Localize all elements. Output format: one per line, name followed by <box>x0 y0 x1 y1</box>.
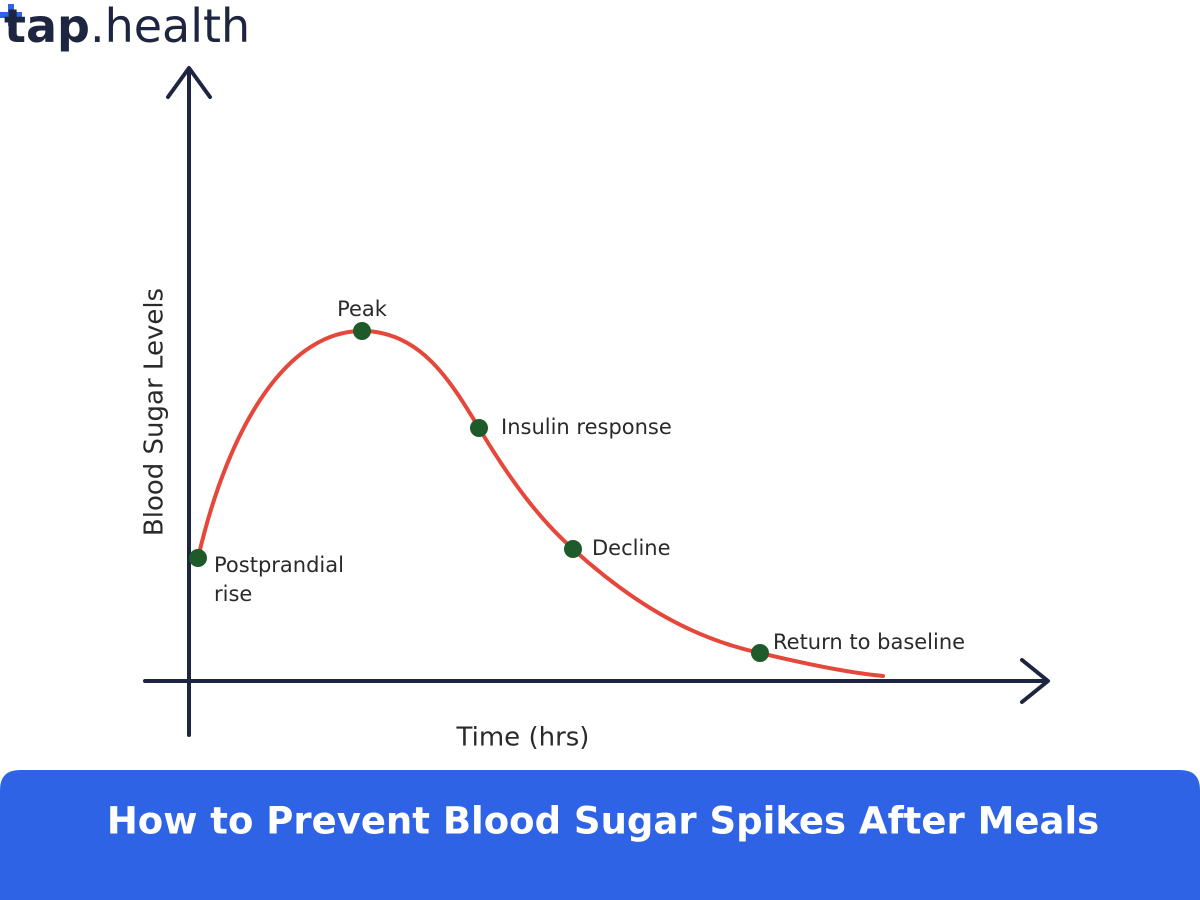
brand-name: tap <box>4 0 90 53</box>
point-label: Return to baseline <box>773 630 965 654</box>
point-label-line: Return to baseline <box>773 630 965 654</box>
banner-title: How to Prevent Blood Sugar Spikes After … <box>107 800 1099 843</box>
y-axis-arrow <box>166 66 212 99</box>
curve-point <box>470 419 488 437</box>
point-label-line: rise <box>214 582 252 606</box>
point-label: Decline <box>592 536 671 560</box>
x-axis-arrow <box>1020 658 1050 704</box>
point-label: Peak <box>337 297 388 321</box>
curve-point <box>353 322 371 340</box>
curve-point <box>564 540 582 558</box>
point-label-line: Peak <box>337 297 388 321</box>
curve-points: Postprandial rise Peak Insulin response Decl… <box>189 297 965 662</box>
point-label-line: Insulin response <box>501 415 672 439</box>
point-label: Insulin response <box>501 415 672 439</box>
point-label-line: Postprandial <box>214 553 344 577</box>
glucose-curve <box>196 328 885 678</box>
curve-point <box>751 644 769 662</box>
brand-logo: tap.health <box>0 0 250 53</box>
brand-suffix: .health <box>90 0 250 53</box>
brand-text: tap.health <box>4 0 250 53</box>
point-label: Postprandial rise <box>214 553 344 606</box>
curve-point <box>189 549 207 567</box>
logo-plus <box>8 4 14 26</box>
title-banner <box>0 770 1200 900</box>
axes <box>143 66 1050 737</box>
y-axis-label: Blood Sugar Levels <box>140 288 170 536</box>
point-label-line: Decline <box>592 536 671 560</box>
x-axis-label: Time (hrs) <box>456 723 590 753</box>
